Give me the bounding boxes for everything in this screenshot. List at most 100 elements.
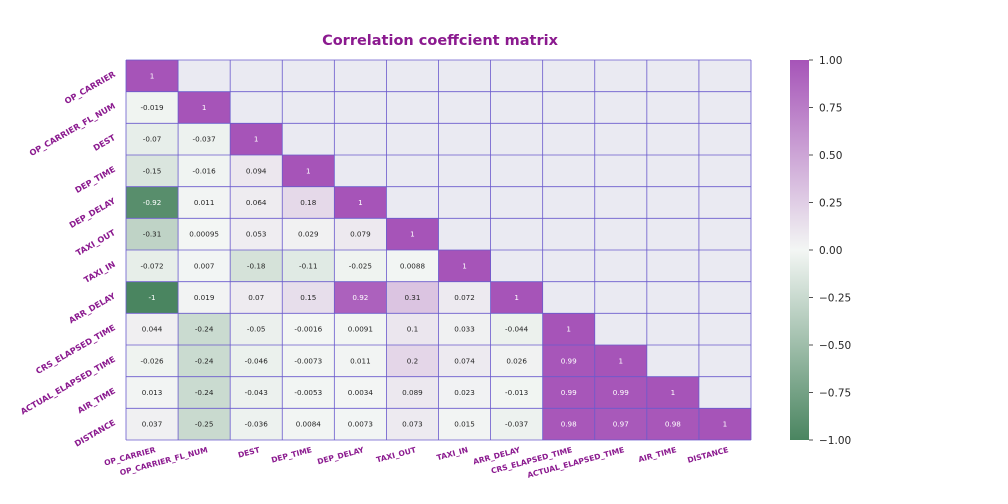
colorbar-tick-label: 0.50 (819, 150, 842, 162)
heatmap-cell (178, 345, 231, 377)
column-label: OP_CARRIER_FL_NUM (119, 445, 209, 477)
cell-value-label: 0.99 (561, 356, 577, 365)
cell-value-label: -0.016 (193, 166, 217, 175)
heatmap-cell (334, 345, 387, 377)
cell-value-label: 0.029 (298, 230, 319, 239)
cell-value-label: 0.1 (407, 325, 418, 334)
cell-value-label: 0.013 (142, 388, 163, 397)
cell-value-label: -0.037 (505, 420, 528, 429)
cell-value-label: 0.31 (404, 293, 420, 302)
cell-value-label: 1 (723, 420, 728, 429)
cell-value-label: -0.036 (245, 420, 269, 429)
heatmap-cell (230, 155, 283, 187)
heatmap-cell (282, 313, 335, 345)
heatmap-cell (178, 218, 231, 250)
heatmap-cell (334, 281, 387, 314)
heatmap-cell (386, 313, 439, 345)
heatmap-cell (178, 313, 231, 345)
row-label: DEP_TIME (73, 164, 117, 195)
cell-value-label: 0.053 (246, 230, 267, 239)
cell-value-label: 1 (410, 230, 415, 239)
cell-value-label: 0.0084 (296, 420, 322, 429)
heatmap-cell (126, 376, 179, 409)
colorbar-tick-label: 1.00 (819, 55, 842, 67)
colorbar-tick-label: 0.00 (819, 245, 842, 257)
cell-value-label: 0.92 (352, 293, 368, 302)
heatmap-cell (126, 281, 179, 314)
cell-value-label: 1 (619, 356, 624, 365)
heatmap-cell (542, 376, 595, 409)
cell-value-label: 0.073 (402, 420, 423, 429)
heatmap-cell (438, 408, 491, 440)
row-label: DEP_DELAY (67, 195, 118, 230)
column-label: DEST (237, 445, 262, 460)
cell-value-label: -1 (148, 293, 155, 302)
cell-value-label: -0.044 (505, 325, 529, 334)
row-label: ARR_DELAY (67, 290, 118, 325)
heatmap-cell (178, 155, 231, 187)
cell-value-label: 0.015 (454, 420, 475, 429)
column-label: DEP_DELAY (316, 445, 365, 466)
cell-value-label: 0.079 (350, 230, 371, 239)
row-labels: OP_CARRIEROP_CARRIER_FL_NUMDESTDEP_TIMED… (19, 69, 118, 449)
heatmap-cell (126, 155, 179, 187)
column-label: AIR_TIME (637, 445, 677, 464)
heatmap-cell (178, 186, 231, 219)
cell-value-label: 0.0088 (400, 261, 426, 270)
cell-value-label: 0.99 (561, 388, 577, 397)
heatmap-cell (594, 345, 647, 377)
heatmap-cell (386, 408, 439, 440)
cell-value-label: 0.072 (454, 293, 475, 302)
cell-value-label: -0.019 (140, 103, 164, 112)
heatmap-cell (126, 218, 179, 250)
cell-value-label: -0.11 (299, 261, 318, 270)
cell-value-label: 1 (150, 71, 155, 80)
heatmap-cell (126, 250, 179, 282)
heatmap-cell (230, 313, 283, 345)
cell-value-label: -0.15 (143, 166, 162, 175)
cell-value-label: -0.013 (505, 388, 528, 397)
cell-value-label: 1 (202, 103, 207, 112)
heatmap-cell (542, 408, 595, 440)
cell-value-label: -0.31 (143, 230, 162, 239)
heatmap-cell (334, 313, 387, 345)
cell-value-label: 1 (462, 261, 467, 270)
cell-value-label: -0.037 (193, 135, 216, 144)
row-label: AIR_TIME (75, 386, 117, 416)
cell-value-label: -0.072 (140, 261, 163, 270)
heatmap-cell (334, 376, 387, 409)
colorbar-tick-label: 0.75 (819, 103, 842, 115)
heatmap-cell (282, 186, 335, 219)
cell-value-label: -0.18 (247, 261, 266, 270)
heatmap-cell (386, 281, 439, 314)
cell-value-label: -0.25 (195, 420, 214, 429)
cell-value-label: 0.99 (613, 388, 629, 397)
cell-value-label: -0.05 (247, 325, 266, 334)
cell-value-label: 0.07 (248, 293, 264, 302)
row-label: DEST (91, 132, 117, 153)
colorbar-tick-label: −0.75 (819, 388, 851, 400)
cell-value-label: 1 (671, 388, 676, 397)
heatmap-cell (334, 250, 387, 282)
cell-value-label: 0.023 (454, 388, 475, 397)
heatmap-cell (178, 408, 231, 440)
heatmap-cell (490, 313, 543, 345)
cell-value-label: 0.011 (350, 356, 371, 365)
heatmap-cell (282, 218, 335, 250)
cell-value-label: 0.00095 (189, 230, 219, 239)
cell-value-label: 0.98 (561, 420, 577, 429)
heatmap-cell (490, 345, 543, 377)
cell-value-label: 1 (566, 325, 571, 334)
heatmap-cell (334, 408, 387, 440)
heatmap-cell (386, 376, 439, 409)
cell-value-label: 0.0073 (348, 420, 373, 429)
heatmap-cells: 1 -0.019 1 -0.07 -0.037 1 -0.15 -0.016 0.094 1 -0.… (125, 59, 752, 441)
cell-value-label: 0.011 (194, 198, 215, 207)
heatmap-cell (178, 123, 231, 155)
cell-value-label: 1 (514, 293, 519, 302)
cell-value-label: -0.0053 (294, 388, 322, 397)
heatmap-cell (386, 218, 439, 250)
heatmap-cell (178, 281, 231, 314)
